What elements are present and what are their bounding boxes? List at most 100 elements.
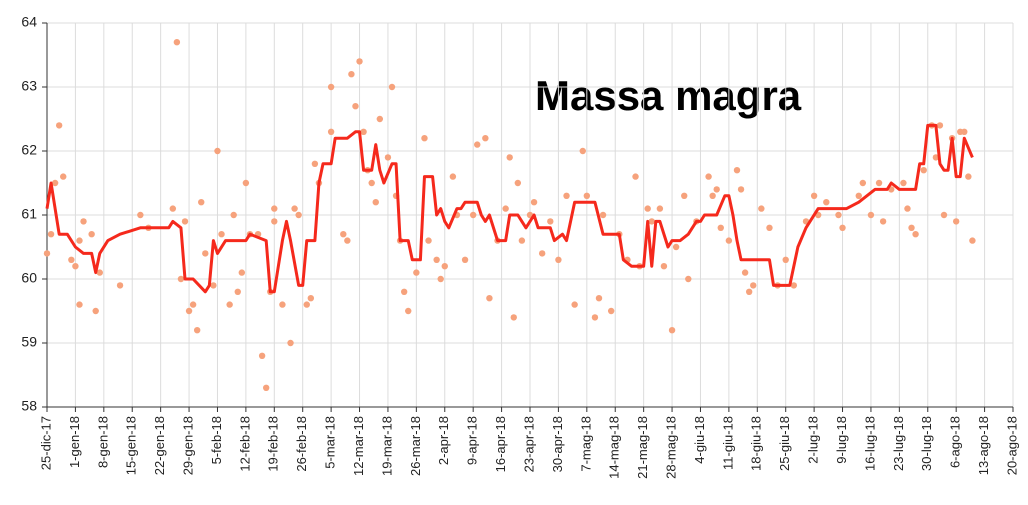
data-point [169,205,177,212]
data-point [782,256,789,263]
data-point [733,167,741,174]
x-tick-label: 12-mar-18 [351,416,366,476]
data-point [372,199,379,206]
data-point [875,179,883,187]
data-point [510,314,517,321]
data-point [72,263,79,270]
data-point [311,160,319,167]
data-point [189,301,197,308]
data-point [271,218,278,225]
data-point [579,147,586,155]
data-point [51,179,59,187]
data-point [867,211,875,219]
data-point [234,288,241,295]
data-point [741,269,749,276]
data-point [238,269,246,276]
data-point [348,71,355,78]
y-tick-label: 63 [21,78,37,94]
data-point [904,205,911,212]
data-point [181,218,189,225]
data-point [725,237,733,244]
data-point [449,173,457,180]
data-point [668,327,676,334]
x-tick-label: 20-ago-18 [1004,416,1019,475]
data-point [595,295,603,302]
data-point [388,83,396,91]
data-point [474,141,481,148]
data-point [900,179,907,187]
y-tick-label: 62 [21,142,37,158]
data-point [214,147,221,155]
data-point [198,199,205,206]
data-point [76,237,83,244]
data-point [482,135,489,142]
data-point [790,282,798,289]
x-tick-label: 18-giu-18 [749,416,764,471]
data-point [469,211,477,219]
data-point [705,173,712,180]
data-point [644,205,651,212]
x-tick-label: 16-apr-18 [493,416,508,472]
x-tick-label: 23-lug-18 [891,416,906,471]
x-tick-label: 26-feb-18 [294,416,309,472]
data-point [384,154,392,161]
data-point [810,192,818,199]
data-point [210,282,217,289]
data-point [936,122,944,129]
data-point [547,218,554,225]
data-point [425,237,432,244]
y-tick-label: 64 [21,14,37,30]
data-point [177,275,185,283]
data-point [961,128,968,135]
data-point [433,256,440,263]
data-point [202,250,209,257]
x-tick-label: 29-gen-18 [180,416,195,475]
data-point [912,231,919,238]
data-point [43,250,51,257]
data-point [758,205,765,212]
x-tick-label: 6-ago-18 [948,416,963,468]
data-point [648,218,655,225]
data-point [344,237,351,244]
data-point [80,218,87,225]
data-point [47,231,55,238]
data-point [295,211,302,219]
data-point [530,199,538,206]
x-tick-label: 11-giu-18 [720,416,735,470]
data-point [303,301,310,308]
data-point [173,39,181,46]
data-point [307,295,315,302]
x-tick-label: 30-apr-18 [550,416,565,472]
data-point [88,231,95,238]
data-point [368,179,375,187]
data-point [737,186,745,193]
data-point [879,218,887,225]
data-point [656,205,664,212]
data-point [405,307,412,315]
data-point [262,384,270,391]
data-point [538,250,546,257]
data-point [713,186,720,193]
x-tick-label: 28-mag-18 [663,416,678,479]
data-point [76,301,83,308]
data-point [356,58,363,65]
data-point [461,256,469,263]
data-point [672,243,680,251]
data-point [599,211,607,219]
y-tick-label: 60 [21,270,37,286]
x-tick-label: 16-lug-18 [862,416,877,471]
data-point [908,224,915,231]
x-tick-label: 2-apr-18 [436,416,451,465]
data-point [352,103,359,110]
data-point [360,128,367,135]
data-point [518,237,526,244]
x-tick-label: 15-gen-18 [124,416,139,475]
data-point [835,211,842,219]
data-point [745,288,753,295]
trend-line [45,123,974,294]
data-point [271,205,278,212]
x-tick-label: 8-gen-18 [95,416,110,468]
data-point [226,301,233,308]
data-point [413,269,420,276]
